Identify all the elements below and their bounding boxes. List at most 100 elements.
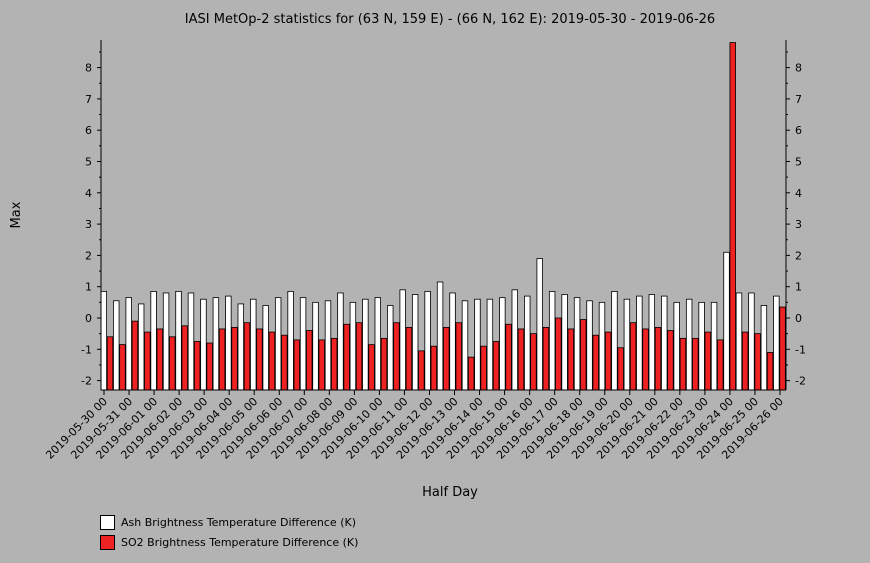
bar-ash-5 <box>162 292 170 391</box>
legend-item-ash: Ash Brightness Temperature Difference (K… <box>100 512 358 532</box>
bar-so2-29 <box>467 356 475 391</box>
bar-ash-32 <box>499 297 506 391</box>
bar-ash-8 <box>200 298 207 391</box>
y-tick-label-left: 8 <box>85 62 92 75</box>
y-axis-label: Max <box>9 201 24 228</box>
legend-label-so2: SO2 Brightness Temperature Difference (K… <box>121 535 359 549</box>
bar-so2-47 <box>692 337 699 391</box>
bar-ash-22 <box>374 297 381 391</box>
y-tick-label-right: 3 <box>795 218 802 231</box>
bar-ash-20 <box>349 301 357 391</box>
bar-ash-18 <box>324 300 332 391</box>
bar-ash-1 <box>113 300 120 391</box>
bar-so2-28 <box>455 322 462 391</box>
bar-so2-43 <box>642 328 649 391</box>
bar-so2-9 <box>218 328 226 391</box>
bar-ash-24 <box>399 289 406 391</box>
bar-so2-5 <box>169 336 176 391</box>
bar-so2-14 <box>281 334 288 391</box>
bar-ash-40 <box>598 301 606 391</box>
bar-ash-49 <box>710 301 718 391</box>
bar-so2-0 <box>106 336 114 391</box>
bar-so2-15 <box>293 339 301 391</box>
bar-ash-27 <box>436 281 444 391</box>
bar-so2-8 <box>206 342 213 391</box>
bar-ash-37 <box>561 294 568 391</box>
y-tick-label-right: 6 <box>795 124 802 137</box>
bar-so2-49 <box>717 339 724 391</box>
bar-ash-28 <box>449 292 456 391</box>
y-tick-label-right: -1 <box>795 343 806 356</box>
bar-ash-6 <box>175 290 182 391</box>
bar-so2-42 <box>629 322 637 391</box>
bar-so2-18 <box>330 337 338 391</box>
bar-so2-27 <box>443 326 450 391</box>
bar-ash-17 <box>312 301 319 391</box>
bar-ash-54 <box>773 295 780 391</box>
bar-so2-37 <box>567 328 575 391</box>
y-tick-label-right: 2 <box>795 249 802 262</box>
y-tick-label-left: -1 <box>81 343 92 356</box>
y-tick-label-left: 6 <box>85 124 92 137</box>
bar-ash-38 <box>573 297 581 391</box>
bar-so2-23 <box>393 322 400 391</box>
bar-ash-36 <box>548 290 556 391</box>
bar-ash-51 <box>735 292 743 391</box>
bar-so2-22 <box>380 337 388 391</box>
bar-so2-20 <box>355 322 363 391</box>
bar-so2-50 <box>729 42 736 391</box>
y-tick-label-left: 4 <box>85 187 92 200</box>
y-tick-label-right: 8 <box>795 62 802 75</box>
bar-ash-53 <box>760 305 768 391</box>
bar-ash-21 <box>362 298 369 391</box>
bar-ash-4 <box>150 290 157 391</box>
legend-swatch-so2 <box>100 534 115 550</box>
bar-so2-34 <box>530 333 537 391</box>
bar-so2-45 <box>667 330 674 391</box>
x-axis-label: Half Day <box>422 485 478 500</box>
y-tick-label-left: 0 <box>85 312 92 325</box>
bar-so2-33 <box>517 328 525 391</box>
bar-ash-2 <box>125 297 132 391</box>
bar-so2-51 <box>741 331 749 391</box>
y-tick-label-right: 0 <box>795 312 802 325</box>
legend-label-ash: Ash Brightness Temperature Difference (K… <box>121 515 356 529</box>
bar-so2-21 <box>368 344 375 391</box>
bar-so2-16 <box>306 330 313 391</box>
bar-so2-26 <box>430 345 438 391</box>
bar-so2-30 <box>480 345 487 391</box>
bar-ash-39 <box>586 300 593 391</box>
bar-so2-17 <box>318 339 325 391</box>
y-tick-label-right: 7 <box>795 93 802 106</box>
bars-group <box>100 42 786 391</box>
bar-ash-35 <box>536 258 543 391</box>
bar-ash-12 <box>250 298 257 391</box>
bar-so2-3 <box>144 331 151 391</box>
bar-so2-35 <box>542 326 550 391</box>
bar-so2-52 <box>754 333 761 391</box>
chart-title: IASI MetOp-2 statistics for (63 N, 159 E… <box>185 12 715 27</box>
bar-ash-11 <box>237 303 244 391</box>
bar-so2-41 <box>617 347 624 391</box>
bar-ash-33 <box>511 289 518 391</box>
bar-ash-45 <box>661 295 668 391</box>
bar-ash-31 <box>486 298 494 391</box>
bar-ash-48 <box>698 301 705 391</box>
bar-so2-7 <box>193 341 201 391</box>
y-tick-label-left: 1 <box>85 281 92 294</box>
bar-so2-4 <box>156 328 164 391</box>
legend-item-so2: SO2 Brightness Temperature Difference (K… <box>100 532 358 552</box>
bar-so2-11 <box>243 322 251 391</box>
bar-so2-13 <box>268 331 276 391</box>
bar-so2-54 <box>779 306 786 391</box>
bar-so2-44 <box>654 326 662 391</box>
bar-so2-2 <box>131 320 139 391</box>
y-tick-label-left: 7 <box>85 93 92 106</box>
bar-so2-24 <box>405 326 413 391</box>
bar-so2-12 <box>256 328 263 391</box>
y-tick-label-left: 2 <box>85 249 92 262</box>
bar-so2-36 <box>555 317 562 391</box>
bar-so2-38 <box>580 319 587 391</box>
bar-ash-10 <box>225 295 232 391</box>
